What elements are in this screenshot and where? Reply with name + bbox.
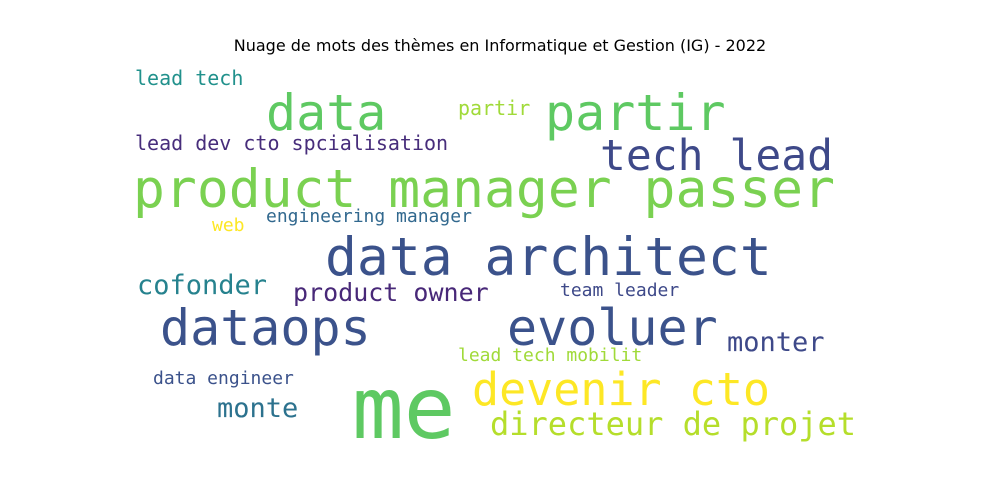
word-data-engineer: data engineer (153, 368, 294, 389)
word-me: me (352, 359, 456, 459)
word-lead-tech-mobilit: lead tech mobilit (458, 345, 642, 366)
word-cofonder: cofonder (137, 270, 267, 301)
word-product-manager-passer: product manager passer (133, 159, 835, 220)
word-directeur-de-projet: directeur de projet (490, 405, 856, 443)
word-engineering-manager: engineering manager (266, 206, 472, 227)
word-devenir-cto: devenir cto (472, 363, 770, 416)
word-web: web (212, 215, 245, 236)
word-lead-dev-cto-spcialisation: lead dev cto spcialisation (135, 131, 448, 155)
word-data-architect: data architect (325, 227, 772, 288)
word-partir: partir (545, 84, 726, 142)
word-product-owner: product owner (293, 278, 489, 307)
word-dataops: dataops (160, 299, 371, 357)
word-tech-lead: tech lead (600, 131, 833, 181)
word-monte: monte (217, 393, 298, 424)
word-lead-tech: lead tech (135, 66, 243, 90)
chart-title: Nuage de mots des thèmes en Informatique… (233, 36, 767, 55)
word-partir: partir (458, 96, 530, 120)
word-data: data (266, 84, 386, 142)
word-monter: monter (727, 327, 825, 358)
word-evoluer: evoluer (507, 299, 718, 357)
word-team-leader: team leader (560, 280, 679, 301)
